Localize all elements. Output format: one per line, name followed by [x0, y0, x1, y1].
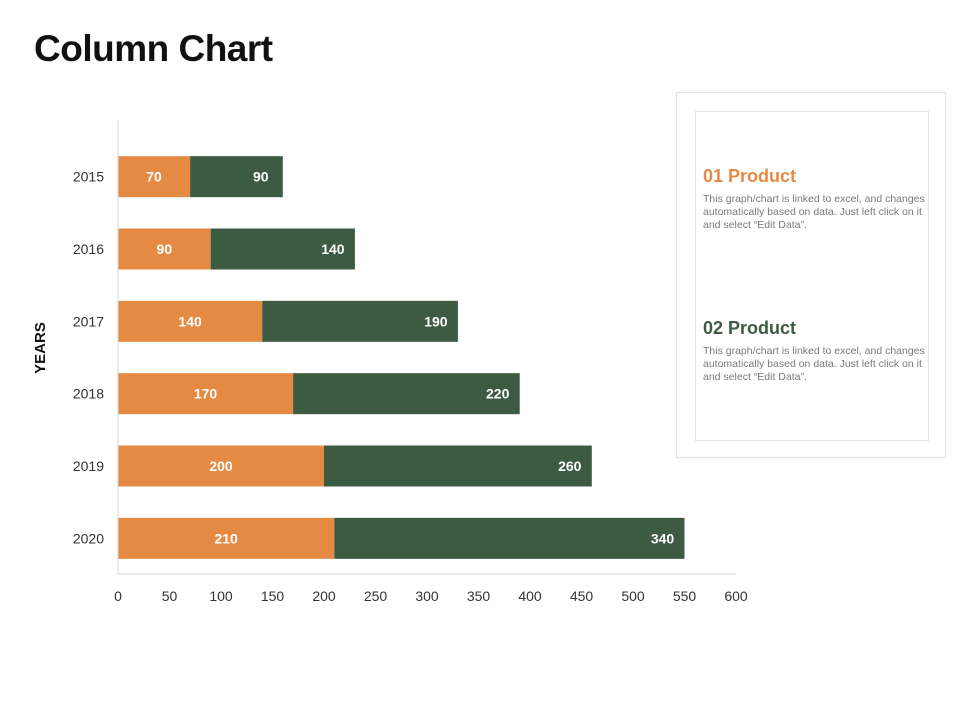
product-1-block: 01 Product This graph/chart is linked to… — [703, 166, 925, 232]
x-tick-label-0: 0 — [114, 588, 122, 604]
data-label-2016-series-1: 90 — [157, 241, 173, 257]
data-label-2016-series-2: 140 — [321, 241, 345, 257]
data-label-2019-series-1: 200 — [209, 458, 233, 474]
axes-group: 2015 2016 2017 2018 2019 2020 0 50 100 150 200 250 3… — [32, 120, 748, 604]
data-label-2018-series-1: 170 — [194, 386, 218, 402]
bar-2018-series-1 — [118, 373, 294, 415]
bar-2020-series-1 — [118, 517, 335, 559]
data-label-2015-series-2: 90 — [253, 169, 269, 185]
x-tick-label-550: 550 — [673, 588, 697, 604]
bar-2019-series-2 — [324, 445, 592, 487]
y-tick-label-2015: 2015 — [73, 169, 104, 185]
y-tick-label-2020: 2020 — [73, 530, 104, 546]
data-label-2015-series-1: 70 — [146, 169, 162, 185]
data-label-2019-series-2: 260 — [558, 458, 582, 474]
legend-card-inner: 01 Product This graph/chart is linked to… — [695, 111, 929, 441]
y-tick-label-2018: 2018 — [73, 386, 104, 402]
bar-2015-series-2 — [190, 156, 283, 198]
data-label-2020-series-2: 340 — [651, 530, 675, 546]
page-title: Column Chart — [34, 28, 273, 69]
data-label-2017-series-2: 190 — [424, 313, 448, 329]
y-tick-label-2016: 2016 — [73, 241, 104, 257]
bar-2017-series-2 — [262, 300, 458, 342]
y-tick-label-2017: 2017 — [73, 313, 104, 329]
legend-card: 01 Product This graph/chart is linked to… — [676, 92, 946, 458]
product-1-description: This graph/chart is linked to excel, and… — [703, 193, 925, 231]
bar-2018-series-2 — [293, 373, 520, 415]
x-tick-label-100: 100 — [209, 588, 233, 604]
x-tick-label-400: 400 — [518, 588, 542, 604]
x-tick-label-50: 50 — [162, 588, 178, 604]
data-labels-group: 70 90 90 140 140 190 170 220 200 260 210 340 — [146, 169, 674, 547]
product-2-title: 02 Product — [703, 318, 797, 338]
bar-2016-series-1 — [118, 228, 211, 270]
data-label-2017-series-1: 140 — [178, 313, 202, 329]
x-tick-label-200: 200 — [312, 588, 336, 604]
y-axis-title: YEARS — [32, 322, 49, 374]
data-label-2020-series-1: 210 — [214, 530, 238, 546]
x-tick-label-350: 350 — [467, 588, 491, 604]
product-2-block: 02 Product This graph/chart is linked to… — [703, 318, 925, 384]
x-tick-label-500: 500 — [621, 588, 645, 604]
bar-2015-series-1 — [118, 156, 191, 198]
y-tick-label-2019: 2019 — [73, 458, 104, 474]
bar-2019-series-1 — [118, 445, 324, 487]
product-2-description: This graph/chart is linked to excel, and… — [703, 345, 925, 383]
product-1-title: 01 Product — [703, 166, 797, 186]
x-tick-label-250: 250 — [364, 588, 388, 604]
x-tick-label-600: 600 — [724, 588, 748, 604]
data-label-2018-series-2: 220 — [486, 386, 510, 402]
bars-group — [118, 156, 685, 559]
bar-2017-series-1 — [118, 300, 263, 342]
bar-2016-series-2 — [210, 228, 355, 270]
x-tick-label-300: 300 — [415, 588, 439, 604]
x-tick-label-150: 150 — [261, 588, 285, 604]
bar-2020-series-2 — [334, 517, 685, 559]
x-tick-label-450: 450 — [570, 588, 594, 604]
